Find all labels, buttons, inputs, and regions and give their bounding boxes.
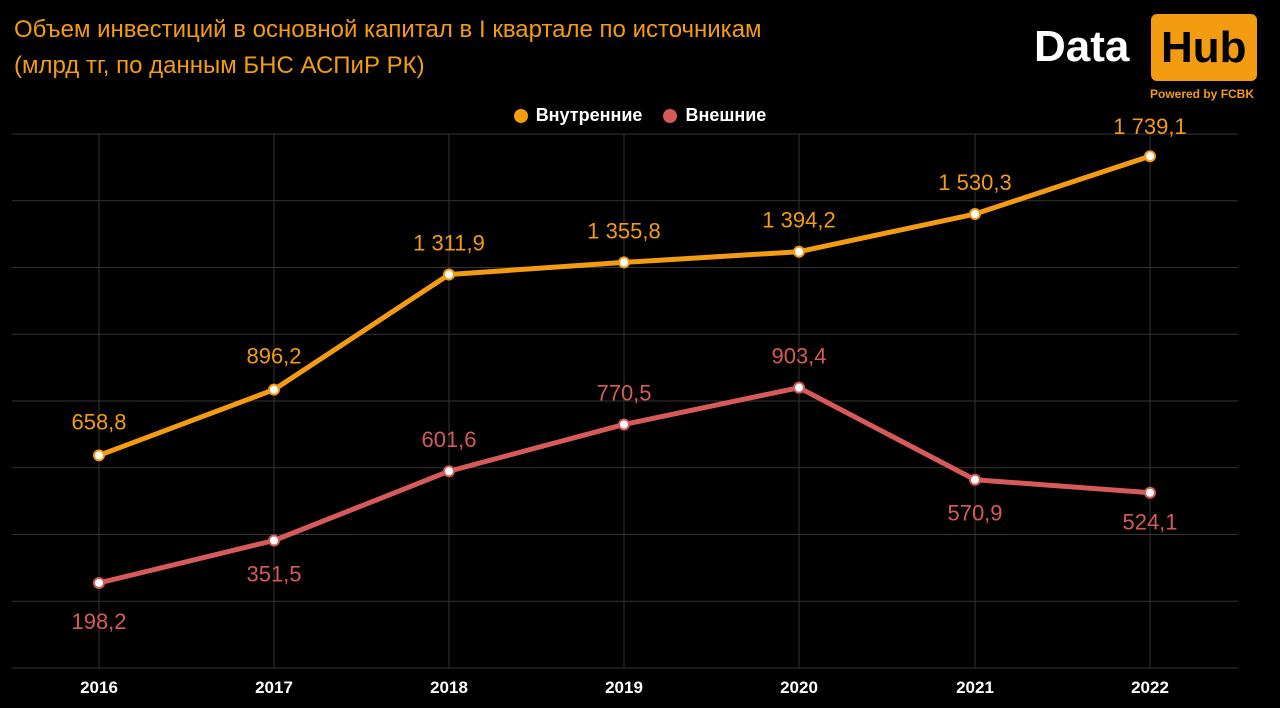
data-point [793,381,805,394]
data-label: 524,1 [1122,510,1177,535]
data-point [969,473,981,486]
datahub-logo: Data Hub Powered by FCBK [1030,12,1262,102]
legend-label-external: Внешние [685,105,767,125]
data-point [443,465,455,478]
title-line-1: Объем инвестиций в основной капитал в I … [14,16,762,43]
chart-legend: Внутренние Внешние [0,105,1280,128]
data-point [618,256,630,269]
data-point [1144,150,1156,163]
data-label: 896,2 [246,344,301,369]
x-tick-label: 2021 [956,678,994,697]
x-tick-label: 2020 [780,678,818,697]
logo-data-text: Data [1034,22,1130,71]
logo-hub-text: Hub [1151,14,1257,81]
data-label: 658,8 [71,409,126,434]
data-label: 198,2 [71,609,126,634]
logo-powered-by: Powered by FCBK [1150,87,1255,101]
data-label: 1 311,9 [413,231,485,256]
x-tick-label: 2022 [1131,678,1169,697]
data-label: 770,5 [596,380,651,405]
data-point [93,576,105,589]
legend-dot-icon [513,108,528,123]
data-label: 351,5 [246,562,301,587]
data-point [443,268,455,281]
data-label: 1 739,1 [1113,114,1186,139]
data-label: 903,4 [771,344,826,369]
x-tick-label: 2018 [430,678,468,697]
legend-dot-icon [663,108,678,123]
data-label: 1 530,3 [938,170,1011,195]
data-point [969,208,981,221]
data-label: 1 394,2 [762,208,835,233]
data-point [793,245,805,258]
legend-item-external[interactable]: Внешние [663,105,766,126]
x-tick-label: 2017 [255,678,293,697]
data-label: 601,6 [421,427,476,452]
data-label: 570,9 [947,501,1002,526]
legend-item-domestic[interactable]: Внутренние [513,105,643,126]
data-point [268,534,280,547]
data-label: 1 355,8 [587,218,660,243]
title-line-2: (млрд тг, по данным БНС АСПиР РК) [14,52,425,79]
x-tick-label: 2016 [80,678,118,697]
data-point [93,449,105,462]
legend-label-domestic: Внутренние [535,105,643,125]
chart-title: Объем инвестиций в основной капитал в I … [14,12,762,84]
x-tick-label: 2019 [605,678,643,697]
data-point [268,383,280,396]
data-point [1144,486,1156,499]
data-point [618,418,630,431]
